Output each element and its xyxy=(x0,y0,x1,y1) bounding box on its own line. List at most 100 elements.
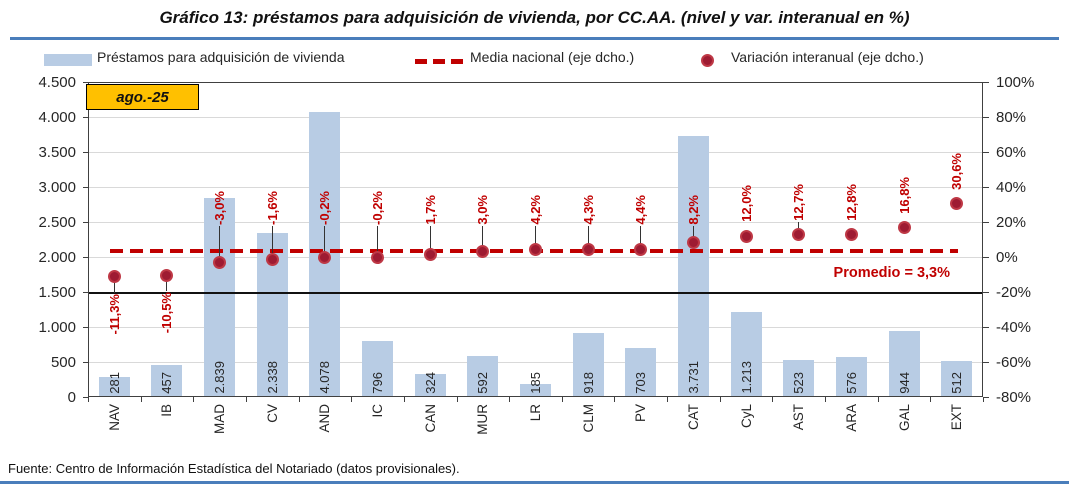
variation-dot xyxy=(950,196,964,210)
legend-dashed-line-icon xyxy=(433,59,445,64)
variation-value-label: -0,2% xyxy=(317,191,333,225)
x-axis-tick xyxy=(930,397,932,402)
category-label: LR xyxy=(528,404,543,422)
x-axis-tick xyxy=(351,397,353,402)
category-label: EXT xyxy=(949,404,965,431)
bar xyxy=(941,361,973,397)
variation-dot xyxy=(844,228,858,242)
leader-line xyxy=(640,226,642,245)
bar xyxy=(98,377,130,397)
x-axis-tick xyxy=(140,397,142,402)
leader-line xyxy=(798,221,800,230)
leader-line xyxy=(429,226,431,250)
category-label: AST xyxy=(791,404,807,431)
variation-value-label: -10,5% xyxy=(159,292,175,334)
bar xyxy=(835,356,867,397)
category-label: MAD xyxy=(212,404,228,434)
bar xyxy=(730,312,762,397)
variation-value-label: 30,6% xyxy=(949,152,965,190)
bar-value-label: 703 xyxy=(633,372,649,394)
category-label: IC xyxy=(370,404,386,418)
variation-dot xyxy=(581,242,595,256)
legend-item-media-nacional: Media nacional (eje dcho.) xyxy=(470,49,635,65)
right-axis-tick-label: 60% xyxy=(996,143,1027,161)
leader-line xyxy=(587,226,589,245)
emphasized-gridline xyxy=(88,292,983,294)
variation-dot xyxy=(897,221,911,235)
category-label: ARA xyxy=(843,404,859,432)
right-axis-tick xyxy=(983,222,989,223)
x-axis-tick xyxy=(456,397,458,402)
right-axis-tick xyxy=(983,397,989,398)
variation-dot xyxy=(107,270,121,284)
gridline xyxy=(88,362,983,363)
gridline xyxy=(88,222,983,223)
category-label: CyL xyxy=(738,404,754,429)
category-label: IB xyxy=(159,404,175,417)
left-axis-tick-label: 2.500 xyxy=(38,213,76,231)
variation-value-label: 16,8% xyxy=(896,176,912,214)
legend-item-variacion: Variación interanual (eje dcho.) xyxy=(731,49,924,65)
left-axis-tick xyxy=(83,82,88,83)
category-label: NAV xyxy=(106,404,122,431)
legend-dashed-line-icon xyxy=(451,59,463,64)
right-axis-tick xyxy=(983,152,989,153)
category-label: GAL xyxy=(896,404,912,432)
left-axis-tick xyxy=(83,397,88,398)
left-axis-tick xyxy=(83,362,88,363)
legend-dot-icon xyxy=(701,54,714,67)
category-label: MUR xyxy=(475,404,491,435)
bar-value-label: 944 xyxy=(896,372,912,394)
variation-dot xyxy=(529,243,542,257)
bar-value-label: 512 xyxy=(949,372,965,394)
bar-value-label: 576 xyxy=(843,372,859,394)
leader-line xyxy=(377,226,379,253)
right-axis-tick xyxy=(983,82,989,83)
leader-line xyxy=(692,226,694,238)
variation-value-label: 4,4% xyxy=(633,195,649,225)
right-axis-tick-label: -40% xyxy=(996,318,1032,336)
category-label: AND xyxy=(317,404,333,433)
variation-value-label: 8,2% xyxy=(685,195,701,225)
x-axis-tick xyxy=(193,397,195,402)
left-axis-tick-label: 500 xyxy=(50,353,76,371)
right-axis-tick-label: 80% xyxy=(996,108,1027,126)
promedio-annotation: Promedio = 3,3% xyxy=(833,265,950,281)
bar-value-label: 457 xyxy=(159,372,175,394)
bar xyxy=(625,347,657,397)
leader-line xyxy=(271,226,273,255)
variation-value-label: 4,3% xyxy=(580,195,596,225)
legend-dashed-line-icon xyxy=(415,59,427,64)
bar xyxy=(783,360,815,397)
category-label: CAN xyxy=(422,404,438,433)
chart-title: Gráfico 13: préstamos para adquisición d… xyxy=(159,8,910,27)
bar-value-label: 2.839 xyxy=(212,361,228,394)
bar-value-label: 1.213 xyxy=(738,361,754,394)
variation-value-label: 12,0% xyxy=(738,185,754,222)
leader-line xyxy=(324,226,326,253)
gridline xyxy=(88,117,983,118)
gridline xyxy=(88,187,983,188)
category-label: CLM xyxy=(580,404,596,433)
right-axis-tick xyxy=(983,117,989,118)
bar xyxy=(151,365,183,397)
left-axis-tick xyxy=(83,117,88,118)
bar xyxy=(888,330,920,397)
right-axis-tick-label: -60% xyxy=(996,353,1032,371)
left-axis-tick xyxy=(83,292,88,293)
leader-line xyxy=(535,226,536,245)
left-axis-tick-label: 3.000 xyxy=(38,178,76,196)
variation-dot xyxy=(160,268,174,282)
variation-dot xyxy=(792,228,806,242)
left-axis-tick xyxy=(83,222,88,223)
bar-value-label: 185 xyxy=(528,372,543,394)
bar-value-label: 592 xyxy=(475,372,491,394)
gridline xyxy=(88,327,983,328)
category-label: CV xyxy=(264,404,280,423)
legend-item-bars: Préstamos para adquisición de vivienda xyxy=(97,49,345,65)
x-axis-tick xyxy=(509,397,511,402)
bar-value-label: 3.731 xyxy=(685,361,701,394)
leader-line xyxy=(482,226,484,247)
bar xyxy=(414,374,446,397)
title-divider-rule xyxy=(10,37,1059,40)
